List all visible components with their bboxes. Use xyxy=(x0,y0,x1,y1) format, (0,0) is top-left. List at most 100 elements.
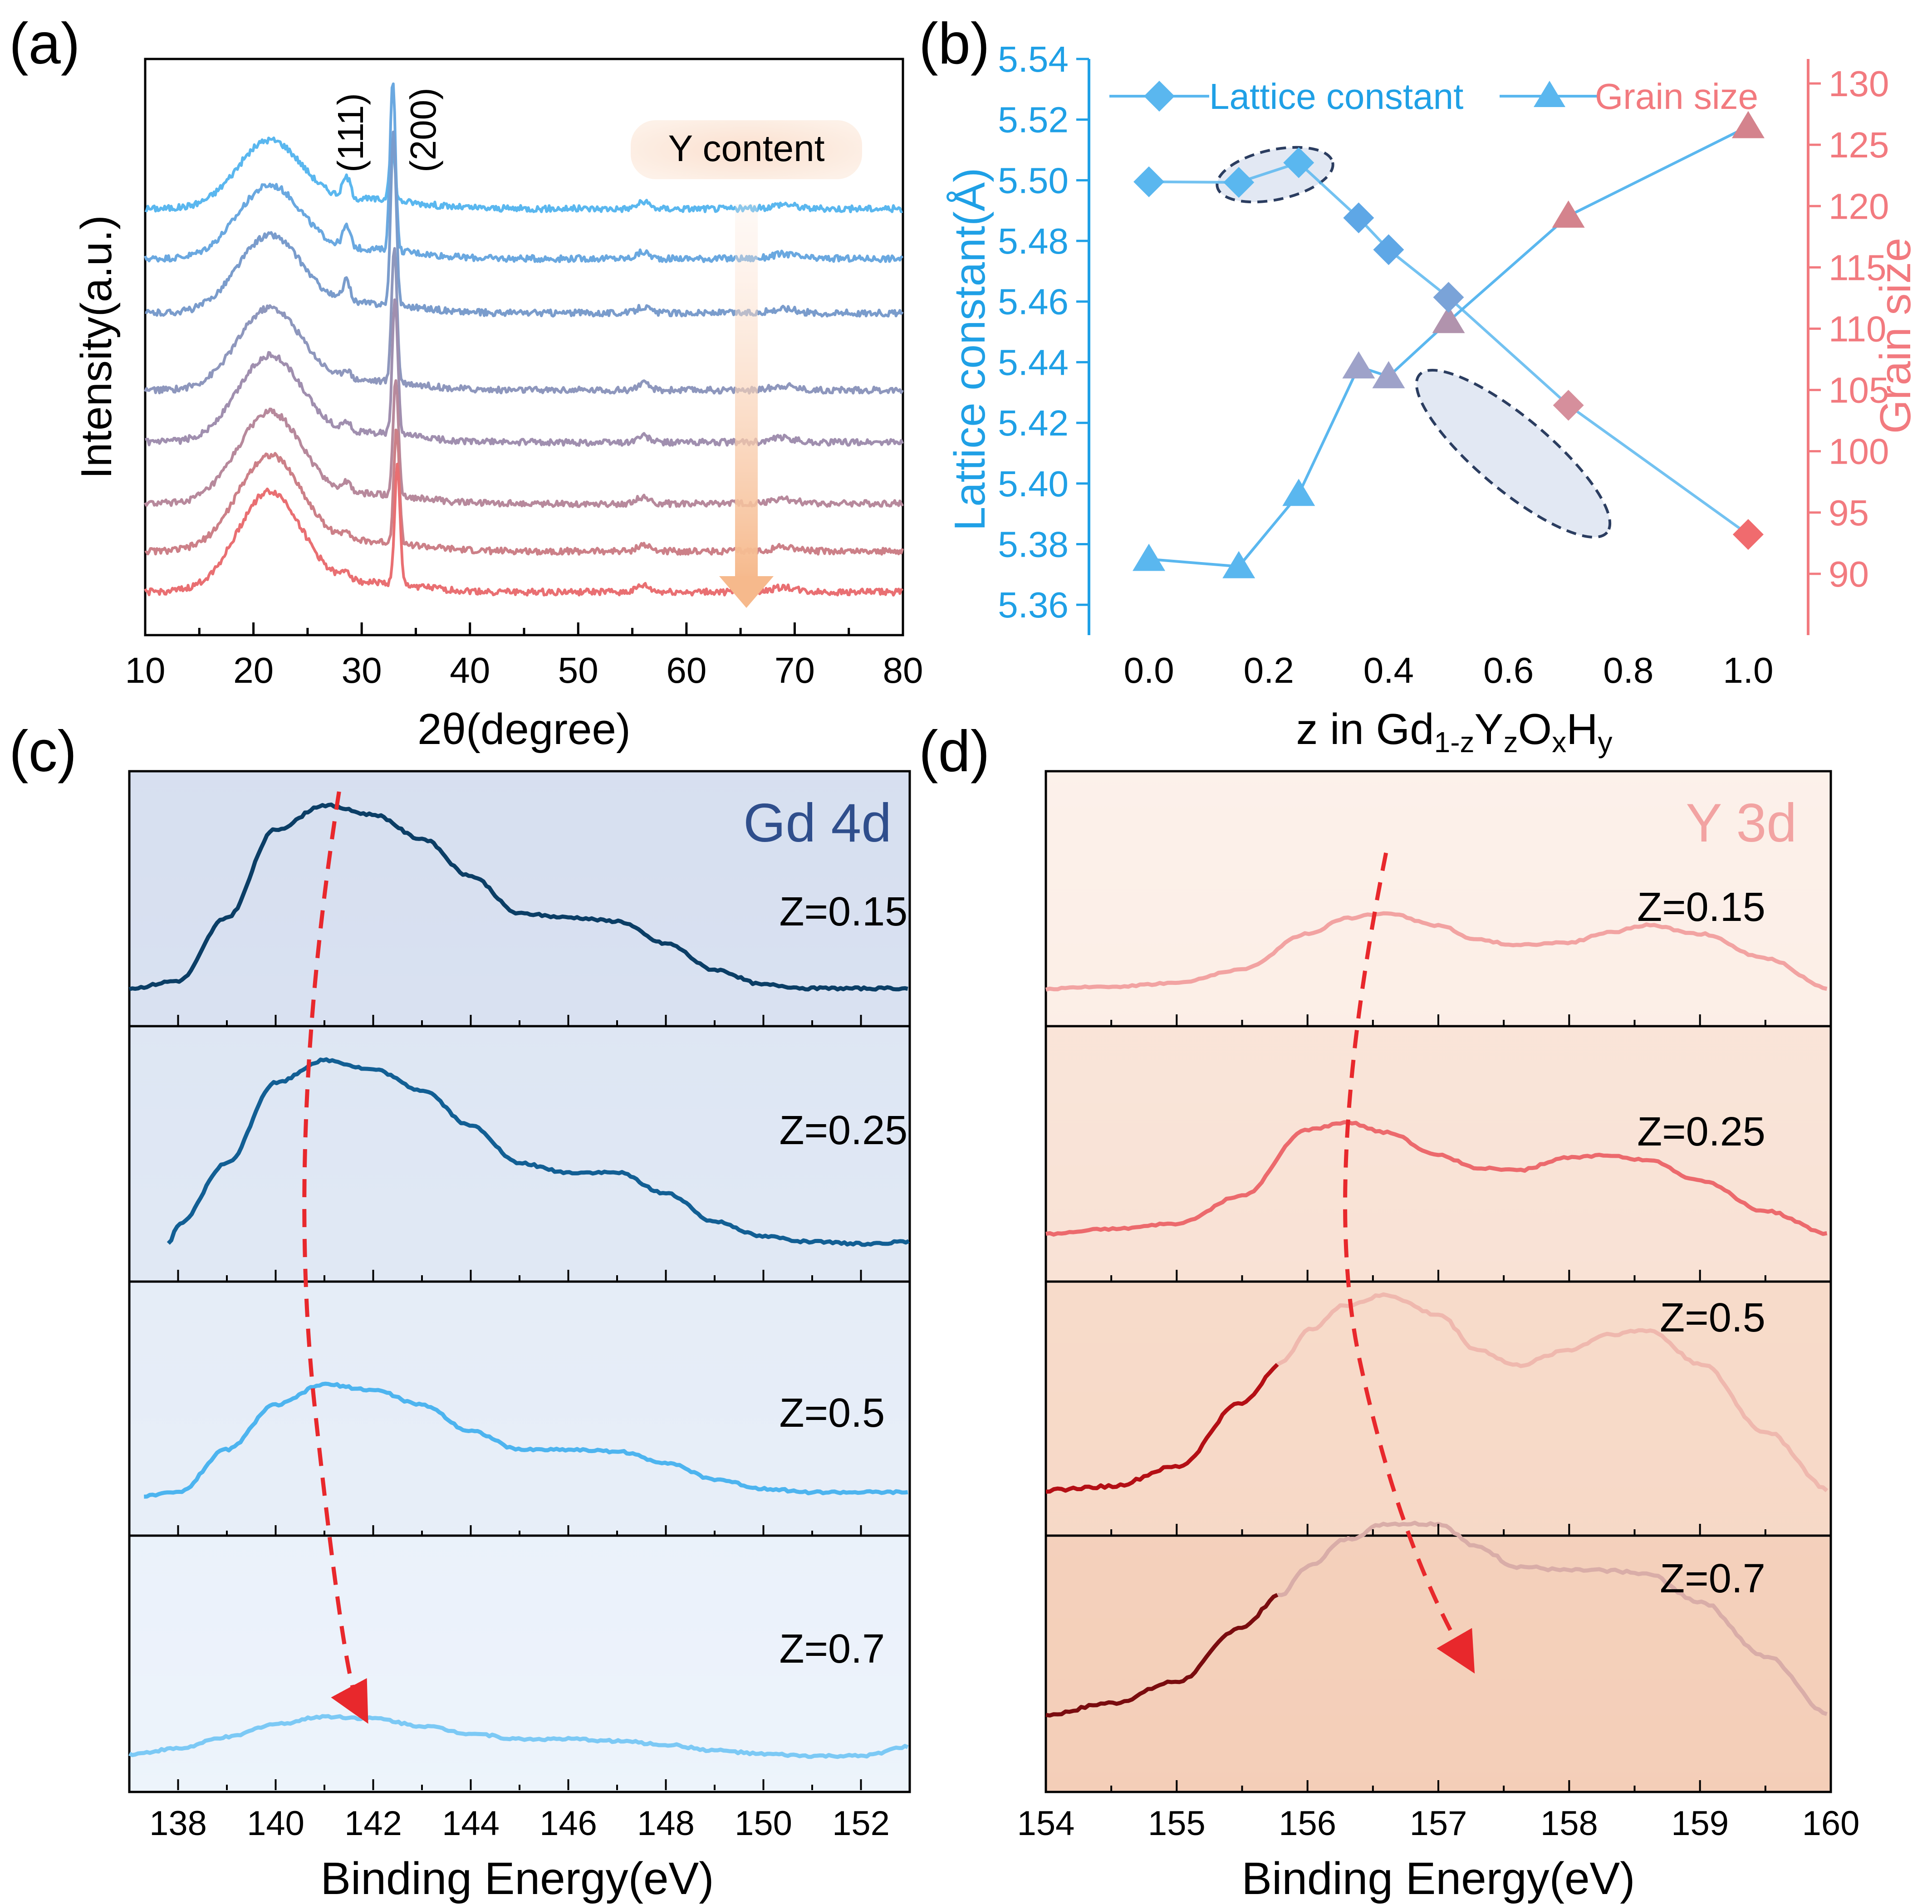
y-content-arrow-icon xyxy=(719,204,774,608)
panel-a-xlabel: 2θ(degree) xyxy=(417,705,631,754)
panel-c-gd4d: Z=0.15 Z=0.25 Z=0.5 Z=0.7 138 140 142 144 146 14… xyxy=(128,770,911,1904)
x-tick-label: 0.0 xyxy=(1123,650,1174,690)
panel-c-title: Gd 4d xyxy=(743,793,892,853)
x-tick-label: 142 xyxy=(344,1804,402,1843)
grain-size-point xyxy=(1552,200,1585,228)
x-tick-label: 160 xyxy=(1802,1804,1860,1843)
y-left-tick-label: 5.50 xyxy=(998,160,1069,201)
grain-size-point xyxy=(1282,479,1315,506)
y-right-tick-label: 95 xyxy=(1829,493,1869,533)
y-right-tick-label: 105 xyxy=(1829,370,1889,411)
gd-spectrum-3 xyxy=(144,1381,908,1499)
panel-label-c: (c) xyxy=(9,719,77,784)
panel-c-curves: Z=0.15 Z=0.25 Z=0.5 Z=0.7 xyxy=(128,773,910,1793)
x-tick-label: 70 xyxy=(775,650,815,690)
xrd-pattern-5 xyxy=(145,298,904,447)
grain-size-point xyxy=(1342,351,1375,379)
x-tick-label: 138 xyxy=(149,1804,207,1843)
y-left-tick-label: 5.42 xyxy=(998,403,1069,443)
panel-b-legend: Lattice constant Grain size xyxy=(1109,76,1758,117)
highlight-ellipse-2 xyxy=(1415,368,1612,539)
gd-spectrum-4 xyxy=(128,1714,909,1759)
y-right-tick-label: 115 xyxy=(1829,247,1887,288)
x-tick-label: 0.6 xyxy=(1483,650,1534,690)
lattice-constant-point xyxy=(1343,202,1374,234)
y-content-badge xyxy=(631,120,862,179)
x-tick-label: 152 xyxy=(832,1804,890,1843)
panel-b-series xyxy=(1133,111,1765,578)
gd-series-label: Z=0.25 xyxy=(780,1108,908,1153)
panel-b-frame xyxy=(1089,59,1815,635)
x-tick-label: 148 xyxy=(637,1804,695,1843)
x-tick-label: 50 xyxy=(558,650,598,690)
panel-label-b: (b) xyxy=(919,11,990,76)
x-tick-label: 1.0 xyxy=(1723,650,1773,690)
gd-series-label: Z=0.7 xyxy=(780,1626,885,1672)
panel-c-xlabel: Binding Energy(eV) xyxy=(320,1853,714,1904)
y-series-label: Z=0.25 xyxy=(1637,1109,1765,1155)
panel-a-xrd: 10 20 30 40 50 60 70 80 (111) (200) Y content 2… xyxy=(72,58,923,754)
panel-b-xlabel: z in Gd1-zYzOxHy xyxy=(1296,705,1612,759)
x-tick-label: 20 xyxy=(233,650,274,690)
xrd-pattern-7 xyxy=(144,428,904,556)
subpanel-bg xyxy=(131,1537,908,1791)
legend-triangle-icon xyxy=(1534,81,1565,107)
y-right-tick-label: 120 xyxy=(1829,186,1889,226)
grain-size-point xyxy=(1222,551,1255,578)
y-left-tick-label: 5.36 xyxy=(998,585,1069,625)
x-tick-label: 80 xyxy=(883,650,923,690)
lattice-constant-point xyxy=(1223,167,1255,198)
x-tick-label: 144 xyxy=(442,1804,500,1843)
x-tick-label: 60 xyxy=(666,650,706,690)
panel-a-ticks: 10 20 30 40 50 60 70 80 xyxy=(125,622,923,690)
y-spectrum-4 xyxy=(1277,1521,1828,1716)
gd-series-label: Z=0.5 xyxy=(780,1390,885,1436)
x-tick-label: 157 xyxy=(1410,1804,1467,1843)
x-tick-label: 155 xyxy=(1148,1804,1206,1843)
grain-size-point xyxy=(1372,361,1405,388)
panel-d-xlabel: Binding Energy(eV) xyxy=(1241,1853,1635,1904)
y-spectrum-tail-3 xyxy=(1045,1363,1279,1494)
gd-spectrum-2 xyxy=(167,1057,910,1247)
lattice-constant-point xyxy=(1133,166,1165,197)
y-right-tick-label: 110 xyxy=(1829,308,1887,349)
y-right-tick-label: 125 xyxy=(1829,125,1889,165)
panel-label-d: (d) xyxy=(919,719,990,784)
y-spectrum-3 xyxy=(1276,1292,1829,1493)
lattice-constant-point xyxy=(1373,234,1404,265)
y-shift-arrow xyxy=(1343,852,1475,1674)
y-left-tick-label: 5.38 xyxy=(998,524,1069,564)
y-right-tick-label: 100 xyxy=(1829,431,1889,472)
x-tick-label: 150 xyxy=(735,1804,792,1843)
lattice-constant-point xyxy=(1732,519,1764,550)
grain-size-point xyxy=(1731,111,1765,138)
xrd-pattern-2 xyxy=(144,82,903,263)
y-left-tick-label: 5.54 xyxy=(998,39,1069,79)
x-tick-label: 159 xyxy=(1671,1804,1729,1843)
panel-c-ticks: 138 140 142 144 146 148 150 152 xyxy=(128,1015,911,1843)
y-left-tick-label: 5.48 xyxy=(998,221,1069,261)
panel-d-ticks: 154 155 156 157 158 159 160 xyxy=(1017,1014,1860,1843)
x-tick-label: 154 xyxy=(1017,1804,1075,1843)
gd-series-label: Z=0.15 xyxy=(780,889,908,935)
subpanel-bg xyxy=(131,773,908,1025)
y-spectrum-2 xyxy=(1045,1120,1828,1237)
panel-a-curves xyxy=(144,82,904,597)
xrd-pattern-3 xyxy=(145,130,904,318)
subpanel-bg xyxy=(1047,1283,1829,1534)
panel-label-a: (a) xyxy=(9,11,80,76)
x-tick-label: 10 xyxy=(125,650,166,690)
y-left-tick-label: 5.52 xyxy=(998,100,1069,140)
x-tick-label: 0.4 xyxy=(1363,650,1414,690)
panel-b-ylabel-right: Grain size xyxy=(1871,238,1920,434)
grain-size-line xyxy=(1148,125,1749,568)
gd-shift-arrow xyxy=(302,791,368,1724)
y-series-label: Z=0.15 xyxy=(1637,885,1765,930)
peak-label-200: (200) xyxy=(403,88,443,172)
x-tick-label: 158 xyxy=(1540,1804,1598,1843)
y-right-tick-label: 90 xyxy=(1829,554,1869,594)
panel-b-lattice-grain: 0.0 0.2 0.4 0.6 0.8 1.0 5.36 5.38 5.40 5.42 5.44 5.… xyxy=(946,39,1920,759)
panel-b-ticks: 0.0 0.2 0.4 0.6 0.8 1.0 5.36 5.38 5.40 5.42 5.44 5.… xyxy=(998,39,1889,690)
y-series-label: Z=0.7 xyxy=(1660,1556,1765,1601)
